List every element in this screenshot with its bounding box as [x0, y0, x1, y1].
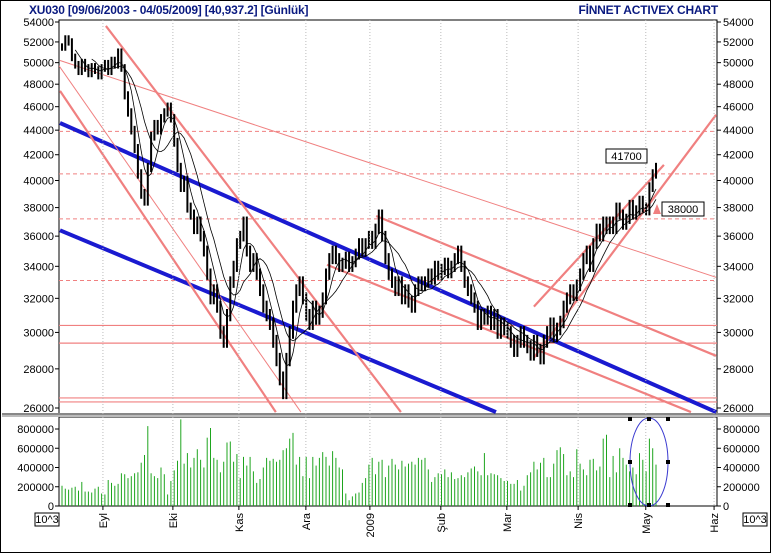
price-label-support: 38000 — [668, 204, 699, 216]
price-tick-label-right: 36000 — [723, 231, 754, 243]
selection-handle[interactable] — [628, 503, 632, 507]
selection-handle[interactable] — [628, 417, 632, 421]
price-tick-label-left: 40000 — [23, 175, 54, 187]
x-tick-label: Ara — [301, 512, 313, 530]
price-label-box-support — [661, 201, 705, 217]
volume-tick-label-right: 800000 — [723, 424, 760, 436]
volume-panel — [58, 416, 718, 507]
selection-handle[interactable] — [647, 417, 651, 421]
trendline-red-down-b — [59, 90, 277, 413]
price-tick-label-left: 30000 — [23, 327, 54, 339]
volume-unit-left-box — [34, 512, 60, 527]
x-tick-label: Eki — [168, 513, 180, 528]
price-label-high: 41700 — [611, 151, 642, 163]
x-tick-label: Nis — [573, 513, 585, 529]
selection-handle[interactable] — [628, 460, 632, 464]
selection-handle[interactable] — [666, 460, 670, 464]
chart-title: XU030 [09/06/2003 - 04/05/2009] [40,937.… — [29, 3, 309, 17]
price-tick-label-right: 50000 — [723, 58, 754, 70]
selection-handle[interactable] — [666, 503, 670, 507]
volume-unit-right: 10^3 — [743, 514, 767, 526]
volume-tick-label-right: 600000 — [723, 443, 760, 455]
volume-tick-label-left: 800000 — [17, 424, 54, 436]
price-tick-label-left: 26000 — [23, 403, 54, 415]
price-tick-label-left: 32000 — [23, 293, 54, 305]
x-tick-label: Şub — [436, 513, 448, 533]
x-tick-label: Eyl — [98, 513, 110, 528]
trendline-blue-channel-lower — [59, 228, 497, 414]
price-tick-label-right: 46000 — [723, 102, 754, 114]
volume-tick-label-right: 200000 — [723, 482, 760, 494]
price-tick-label-right: 40000 — [723, 175, 754, 187]
price-panel — [58, 19, 718, 415]
price-label-box-high — [605, 148, 648, 164]
price-tick-label-left: 54000 — [23, 17, 54, 29]
volume-tick-label-right: 0 — [723, 501, 729, 513]
x-tick-label: 2009 — [365, 513, 377, 537]
moving-average-10 — [91, 58, 657, 347]
price-tick-label-right: 34000 — [723, 261, 754, 273]
price-tick-label-left: 28000 — [23, 364, 54, 376]
selection-handle[interactable] — [666, 417, 670, 421]
price-tick-label-right: 26000 — [723, 403, 754, 415]
x-tick-label: May — [641, 513, 653, 534]
x-tick-label: Mar — [502, 513, 514, 532]
x-tick-label: Kas — [234, 513, 246, 532]
price-tick-label-right: 52000 — [723, 37, 754, 49]
volume-tick-label-right: 400000 — [723, 463, 760, 475]
price-tick-label-left: 36000 — [23, 231, 54, 243]
price-tick-label-right: 28000 — [723, 364, 754, 376]
volume-unit-right-box — [742, 512, 768, 527]
price-tick-label-left: 50000 — [23, 58, 54, 70]
price-tick-label-right: 44000 — [723, 125, 754, 137]
brand-label: FİNNET ACTIVEX CHART — [578, 3, 718, 17]
volume-unit-left: 10^3 — [35, 514, 59, 526]
price-tick-label-right: 32000 — [723, 293, 754, 305]
price-tick-label-right: 38000 — [723, 203, 754, 215]
panel-separator — [2, 413, 770, 417]
volume-tick-label-left: 200000 — [17, 482, 54, 494]
volume-tick-label-left: 400000 — [17, 463, 54, 475]
x-tick-label: Haz — [709, 513, 721, 533]
price-tick-label-left: 46000 — [23, 102, 54, 114]
trendline-red-long-thin — [59, 60, 717, 278]
price-tick-label-right: 42000 — [723, 150, 754, 162]
price-tick-label-right: 30000 — [723, 327, 754, 339]
trendline-red-channel-upper — [375, 214, 717, 357]
price-tick-label-left: 48000 — [23, 79, 54, 91]
trendline-red-channel-lower — [326, 263, 692, 414]
price-tick-label-left: 38000 — [23, 203, 54, 215]
price-tick-label-right: 54000 — [723, 17, 754, 29]
price-tick-label-left: 52000 — [23, 37, 54, 49]
trendline-red-down-thin — [59, 65, 302, 413]
price-plot-group — [59, 25, 717, 414]
selection-handle[interactable] — [647, 503, 651, 507]
price-tick-label-left: 44000 — [23, 125, 54, 137]
trendline-red-down-a — [105, 25, 402, 413]
triangle-marker-icon — [653, 204, 661, 214]
price-tick-label-left: 34000 — [23, 261, 54, 273]
price-tick-label-right: 48000 — [723, 79, 754, 91]
price-tick-label-left: 42000 — [23, 150, 54, 162]
volume-tick-label-left: 600000 — [17, 443, 54, 455]
volume-tick-label-left: 0 — [48, 501, 54, 513]
